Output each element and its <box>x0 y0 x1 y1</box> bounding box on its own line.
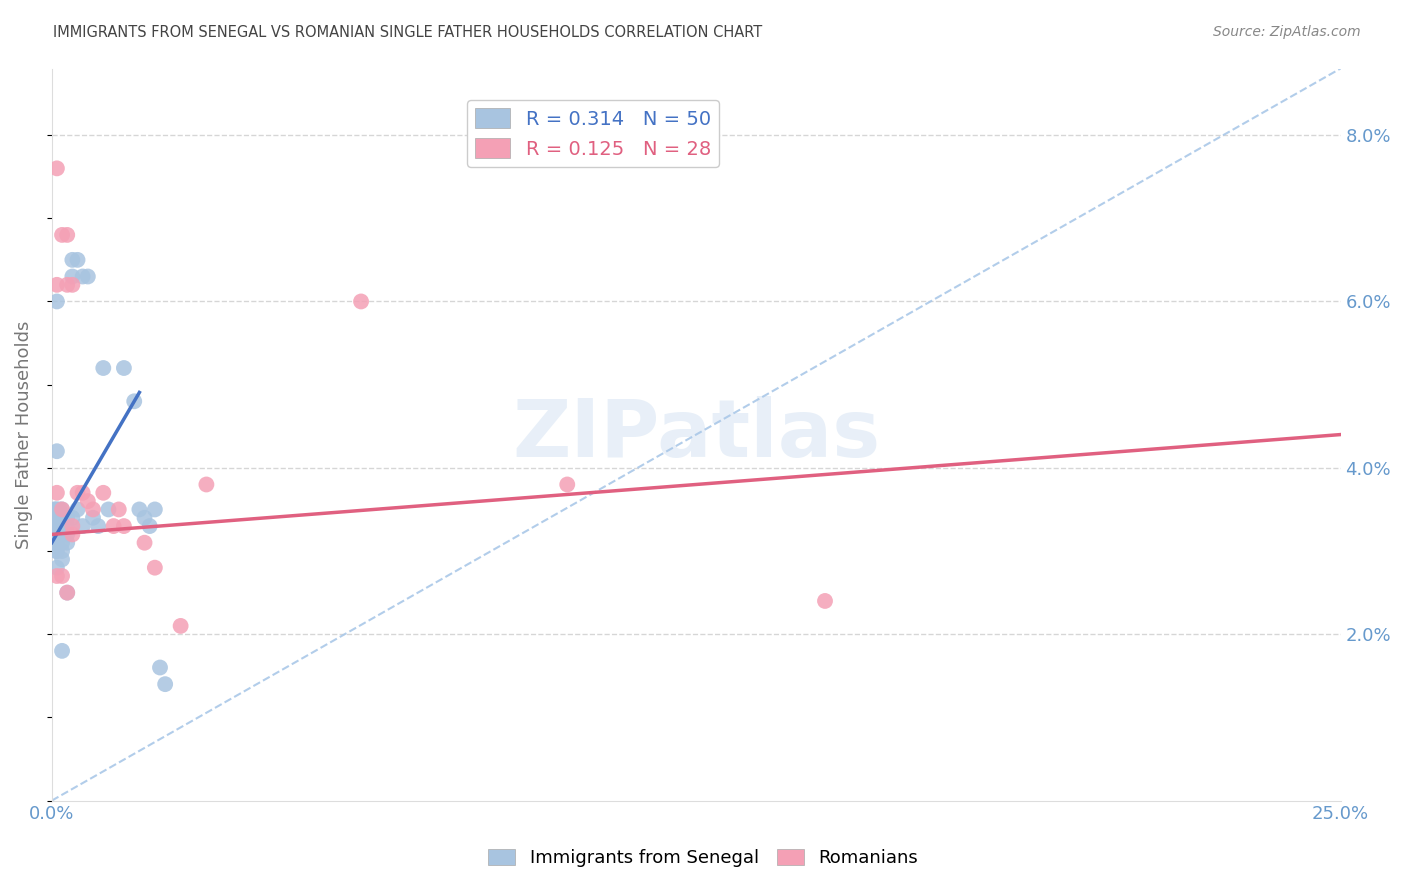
Point <box>66 485 89 500</box>
Point <box>45 544 67 558</box>
Point <box>153 677 176 691</box>
Point <box>60 269 83 284</box>
Point <box>45 535 67 549</box>
Point <box>51 502 73 516</box>
Point <box>91 485 114 500</box>
Point <box>45 519 67 533</box>
Point <box>555 477 578 491</box>
Point <box>56 585 79 599</box>
Point <box>56 535 79 549</box>
Point <box>814 594 837 608</box>
Point <box>51 227 73 242</box>
Point <box>97 502 120 516</box>
Point <box>72 485 94 500</box>
Point <box>76 269 98 284</box>
Point <box>128 502 150 516</box>
Point <box>143 502 166 516</box>
Point <box>56 227 79 242</box>
Point <box>45 294 67 309</box>
Point <box>60 519 83 533</box>
Point <box>45 444 67 458</box>
Point <box>45 161 67 176</box>
Point <box>60 527 83 541</box>
Point <box>112 519 135 533</box>
Point <box>87 519 110 533</box>
Point <box>51 502 73 516</box>
Point <box>45 277 67 292</box>
Point <box>51 510 73 524</box>
Point <box>51 544 73 558</box>
Point <box>350 294 373 309</box>
Point <box>45 485 67 500</box>
Point <box>44 519 66 533</box>
Point <box>149 660 172 674</box>
Point <box>91 361 114 376</box>
Legend: Immigrants from Senegal, Romanians: Immigrants from Senegal, Romanians <box>481 841 925 874</box>
Point <box>56 527 79 541</box>
Point <box>82 510 104 524</box>
Point <box>66 502 89 516</box>
Point <box>72 269 94 284</box>
Point <box>44 502 66 516</box>
Point <box>51 569 73 583</box>
Point <box>48 519 70 533</box>
Text: Source: ZipAtlas.com: Source: ZipAtlas.com <box>1213 25 1361 39</box>
Point <box>138 519 160 533</box>
Point <box>45 502 67 516</box>
Point <box>51 535 73 549</box>
Point <box>51 644 73 658</box>
Point <box>66 252 89 267</box>
Point <box>45 560 67 574</box>
Point <box>56 277 79 292</box>
Point <box>107 502 129 516</box>
Text: ZIPatlas: ZIPatlas <box>512 395 880 474</box>
Point <box>56 510 79 524</box>
Point <box>45 502 67 516</box>
Point <box>195 477 218 491</box>
Point <box>60 252 83 267</box>
Point <box>45 527 67 541</box>
Point <box>48 502 70 516</box>
Point <box>143 560 166 574</box>
Point <box>45 510 67 524</box>
Y-axis label: Single Father Households: Single Father Households <box>15 320 32 549</box>
Point <box>169 619 191 633</box>
Point <box>112 361 135 376</box>
Legend: R = 0.314   N = 50, R = 0.125   N = 28: R = 0.314 N = 50, R = 0.125 N = 28 <box>467 100 718 167</box>
Point <box>103 519 125 533</box>
Point <box>45 544 67 558</box>
Point <box>56 585 79 599</box>
Point <box>122 394 145 409</box>
Text: IMMIGRANTS FROM SENEGAL VS ROMANIAN SINGLE FATHER HOUSEHOLDS CORRELATION CHART: IMMIGRANTS FROM SENEGAL VS ROMANIAN SING… <box>53 25 762 40</box>
Point <box>45 535 67 549</box>
Point <box>51 519 73 533</box>
Point <box>56 519 79 533</box>
Point <box>134 510 156 524</box>
Point <box>76 494 98 508</box>
Point <box>60 510 83 524</box>
Point <box>45 569 67 583</box>
Point <box>45 519 67 533</box>
Point <box>45 510 67 524</box>
Point <box>82 502 104 516</box>
Point <box>134 535 156 549</box>
Point <box>72 519 94 533</box>
Point <box>60 277 83 292</box>
Point <box>51 552 73 566</box>
